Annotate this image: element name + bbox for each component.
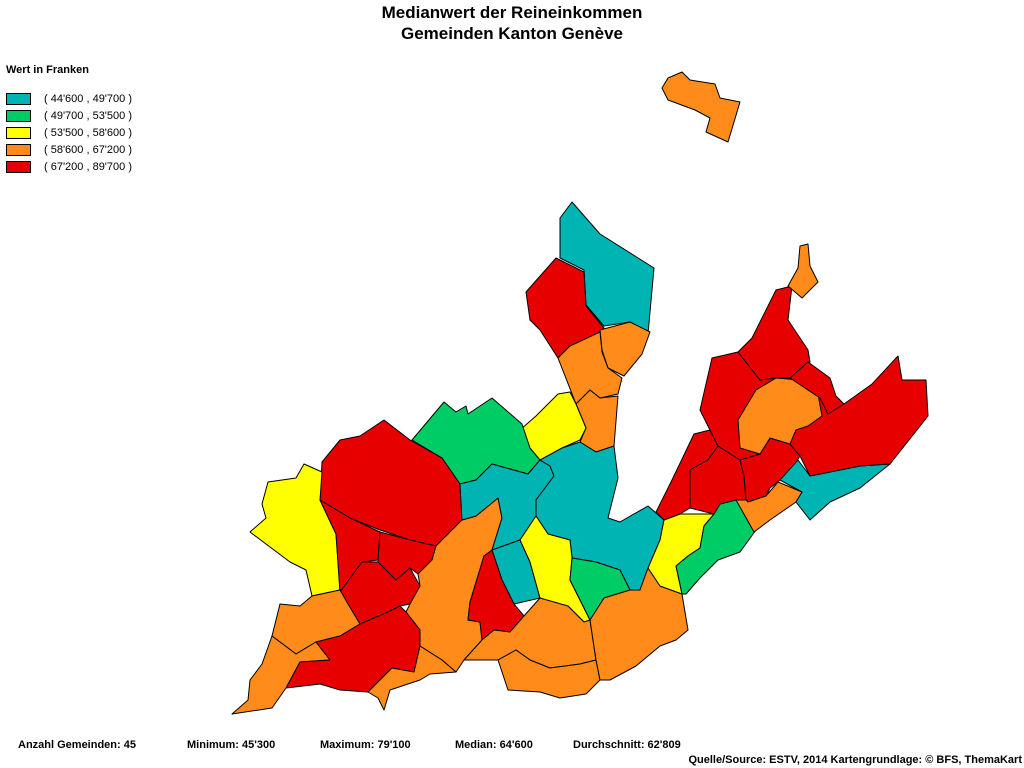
stat-maximum: Maximum: 79'100 xyxy=(320,739,411,751)
legend-item: ( 53'500 , 58'600 ) xyxy=(6,124,132,141)
legend-swatch xyxy=(6,160,31,173)
legend-item: ( 49'700 , 53'500 ) xyxy=(6,107,132,124)
legend: Wert in Franken ( 44'600 , 49'700 ) ( 49… xyxy=(6,64,132,175)
legend-title: Wert in Franken xyxy=(6,64,89,76)
title-line-2: Gemeinden Kanton Genève xyxy=(401,24,623,43)
legend-label: ( 44'600 , 49'700 ) xyxy=(44,92,132,105)
legend-label: ( 58'600 , 67'200 ) xyxy=(44,143,132,156)
legend-label: ( 67'200 , 89'700 ) xyxy=(44,160,132,173)
stat-median: Median: 64'600 xyxy=(455,739,533,751)
municipality-region[interactable] xyxy=(231,635,331,715)
legend-label: ( 49'700 , 53'500 ) xyxy=(44,109,132,122)
municipality-region[interactable] xyxy=(789,361,845,415)
municipality-region[interactable] xyxy=(737,285,811,381)
municipality-region[interactable] xyxy=(779,459,891,521)
legend-swatch xyxy=(6,92,31,105)
municipality-region[interactable] xyxy=(285,605,421,693)
municipality-region[interactable] xyxy=(367,645,457,711)
legend-label: ( 53'500 , 58'600 ) xyxy=(44,126,132,139)
legend-swatch xyxy=(6,109,31,122)
stat-count: Anzahl Gemeinden: 45 xyxy=(18,739,136,751)
source-credit: Quelle/Source: ESTV, 2014 Kartengrundlag… xyxy=(688,754,1022,766)
municipality-region[interactable] xyxy=(599,321,651,377)
legend-item: ( 58'600 , 67'200 ) xyxy=(6,141,132,158)
stat-average: Durchschnitt: 62'809 xyxy=(573,739,681,751)
legend-swatch xyxy=(6,143,31,156)
municipality-region[interactable] xyxy=(661,71,741,143)
legend-item: ( 44'600 , 49'700 ) xyxy=(6,90,132,107)
legend-item: ( 67'200 , 89'700 ) xyxy=(6,158,132,175)
title-line-1: Medianwert der Reineinkommen xyxy=(381,3,643,22)
municipality-region[interactable] xyxy=(319,499,381,593)
stat-minimum: Minimum: 45'300 xyxy=(187,739,276,751)
map-title: Medianwert der Reineinkommen Gemeinden K… xyxy=(0,2,1024,44)
legend-swatch xyxy=(6,126,31,139)
municipality-region[interactable] xyxy=(249,463,341,597)
municipality-region[interactable] xyxy=(787,243,819,299)
